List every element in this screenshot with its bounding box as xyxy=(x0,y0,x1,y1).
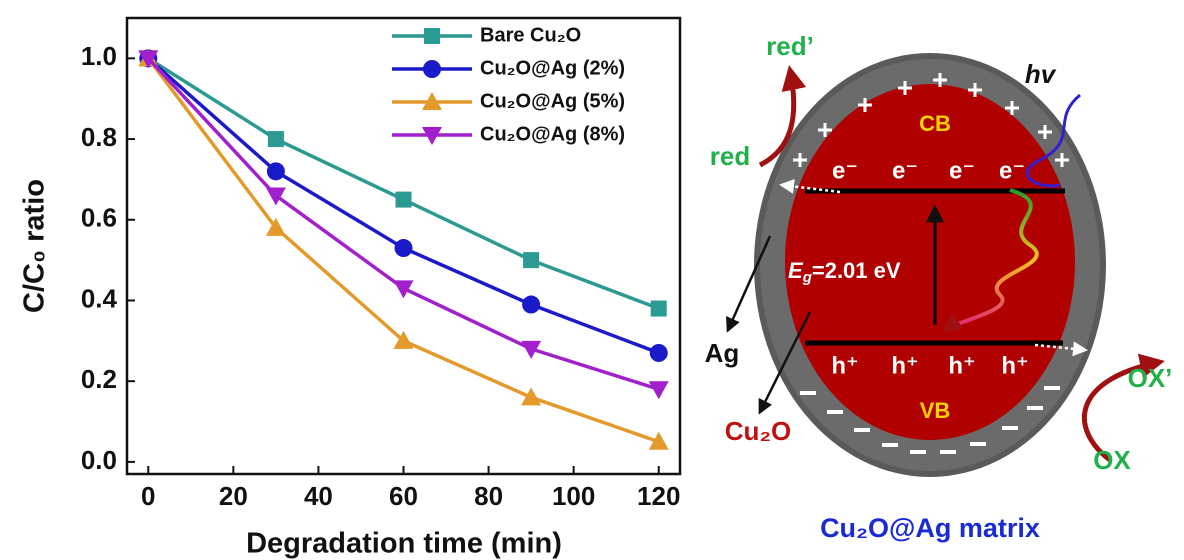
hole: h⁺ xyxy=(948,352,975,379)
electron: e⁻ xyxy=(892,157,918,184)
x-tick-label: 60 xyxy=(389,481,418,511)
legend-label: Cu₂O@Ag (5%) xyxy=(480,90,625,112)
marker xyxy=(522,296,540,314)
marker xyxy=(650,344,668,362)
marker xyxy=(523,252,539,268)
legend-label: Cu₂O@Ag (8%) xyxy=(480,123,625,145)
label-ox-prime: OX’ xyxy=(1128,363,1173,393)
minus-sign xyxy=(940,450,956,454)
x-tick-label: 20 xyxy=(219,481,248,511)
marker xyxy=(396,192,412,208)
electron: e⁻ xyxy=(999,157,1025,184)
minus-sign xyxy=(1027,406,1043,410)
eg-value: =2.01 eV xyxy=(812,258,901,283)
label-vb: VB xyxy=(920,398,951,423)
label-hv: hv xyxy=(1025,59,1057,89)
legend-entry: Bare Cu₂O xyxy=(392,24,581,46)
marker xyxy=(267,162,285,180)
label-ox: OX xyxy=(1093,445,1131,475)
y-tick-label: 0.4 xyxy=(81,283,118,313)
label-red-prime: red’ xyxy=(766,31,814,61)
y-axis-title: C/C₀ ratio xyxy=(19,179,51,313)
label-cu2o: Cu₂O xyxy=(725,416,791,446)
band-diagram: red’ red hv CB VB Eg=2.01 eV Ag Cu₂O OX’… xyxy=(705,31,1173,543)
minus-sign xyxy=(1002,426,1018,430)
y-tick-label: 0.8 xyxy=(81,122,117,152)
caption: Cu₂O@Ag matrix xyxy=(820,513,1040,543)
minus-sign xyxy=(854,428,870,432)
x-tick-label: 100 xyxy=(552,481,595,511)
y-tick-label: 0.2 xyxy=(81,364,117,394)
minus-sign xyxy=(827,410,843,414)
line-chart: Degradation time (min) C/C₀ ratio 0 20 40 6… xyxy=(19,18,681,560)
marker xyxy=(266,188,286,206)
eg-subscript: g xyxy=(802,269,812,286)
marker xyxy=(395,239,413,257)
minus-sign xyxy=(1044,386,1060,390)
legend-entry: Cu₂O@Ag (2%) xyxy=(392,57,625,79)
electron: e⁻ xyxy=(949,157,975,184)
legend-label: Cu₂O@Ag (2%) xyxy=(480,57,625,79)
x-tick-label: 40 xyxy=(304,481,333,511)
minus-sign xyxy=(910,450,926,454)
hole: h⁺ xyxy=(891,352,918,379)
marker xyxy=(394,280,414,298)
marker xyxy=(649,381,669,399)
label-cb: CB xyxy=(919,111,951,136)
x-tick-label: 0 xyxy=(141,481,155,511)
minus-sign xyxy=(800,391,816,395)
hole: h⁺ xyxy=(831,352,858,379)
minus-sign xyxy=(970,442,986,446)
eg-symbol: E xyxy=(788,258,804,283)
marker xyxy=(424,28,440,44)
marker xyxy=(268,131,284,147)
y-tick-label: 1.0 xyxy=(81,41,117,71)
x-axis-title: Degradation time (min) xyxy=(246,528,562,560)
electron: e⁻ xyxy=(832,157,858,184)
marker xyxy=(521,387,541,405)
y-tick-label: 0.6 xyxy=(81,203,117,233)
marker xyxy=(423,60,441,78)
label-red: red xyxy=(710,141,750,171)
x-tick-label: 80 xyxy=(474,481,503,511)
minus-sign xyxy=(882,443,898,447)
label-ag: Ag xyxy=(705,338,740,368)
legend-entry: Cu₂O@Ag (8%) xyxy=(392,123,625,145)
legend-entry: Cu₂O@Ag (5%) xyxy=(392,90,625,112)
x-tick-label: 120 xyxy=(637,481,680,511)
y-tick-label: 0.0 xyxy=(81,445,117,475)
hole: h⁺ xyxy=(1001,352,1028,379)
marker xyxy=(651,301,667,317)
figure: Degradation time (min) C/C₀ ratio 0 20 40 6… xyxy=(0,0,1184,560)
legend-label: Bare Cu₂O xyxy=(480,24,581,46)
